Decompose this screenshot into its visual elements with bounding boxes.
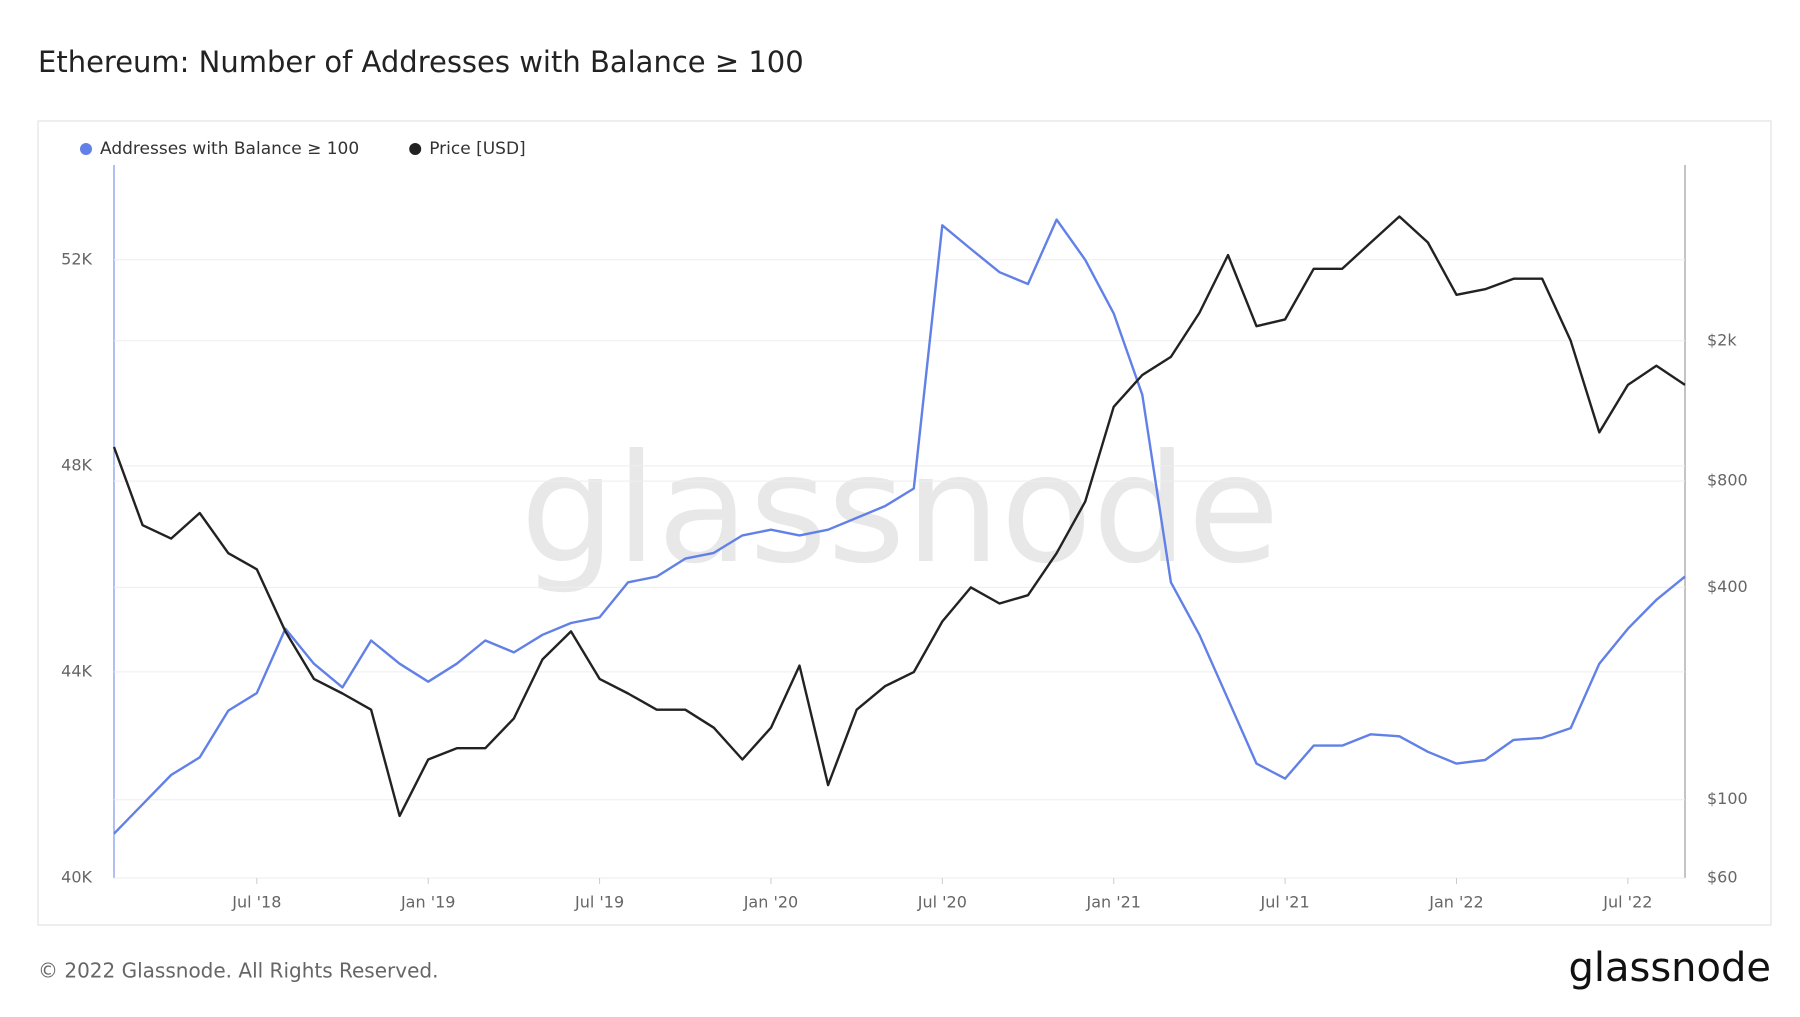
x-tick-label: Jul '22 [1602, 893, 1652, 912]
x-tick-label: Jul '20 [917, 893, 967, 912]
y-tick-label: 48K [61, 455, 92, 474]
y2-tick-label: $100 [1707, 789, 1748, 808]
y2-tick-label: $2k [1707, 330, 1737, 349]
x-tick-label: Jan '19 [400, 893, 456, 912]
logo: glassnode [1568, 945, 1771, 991]
legend-label: Price [USD] [429, 139, 525, 159]
chart-title: Ethereum: Number of Addresses with Balan… [38, 45, 804, 79]
x-tick-label: Jan '22 [1428, 893, 1484, 912]
series-line [113, 218, 1686, 835]
y2-tick-label: $800 [1707, 471, 1748, 490]
watermark: glassnode [520, 423, 1279, 597]
footer: © 2022 Glassnode. All Rights Reserved. [38, 959, 438, 983]
x-tick-label: Jul '19 [574, 893, 624, 912]
x-tick-label: Jul '18 [231, 893, 281, 912]
legend-marker [409, 143, 422, 155]
series-line [112, 215, 1686, 818]
x-tick-label: Jan '20 [743, 893, 799, 912]
chart-frame [37, 120, 1772, 926]
legend-label: Addresses with Balance ≥ 100 [100, 139, 359, 159]
y2-tick-label: $60 [1707, 868, 1738, 887]
x-tick-label: Jul '21 [1260, 893, 1310, 912]
y-tick-label: 44K [61, 661, 92, 680]
x-tick-label: Jan '21 [1085, 893, 1141, 912]
y-tick-label: 40K [61, 868, 92, 887]
y-tick-label: 52K [61, 249, 92, 268]
legend-marker [80, 143, 92, 155]
y2-tick-label: $400 [1707, 577, 1748, 596]
